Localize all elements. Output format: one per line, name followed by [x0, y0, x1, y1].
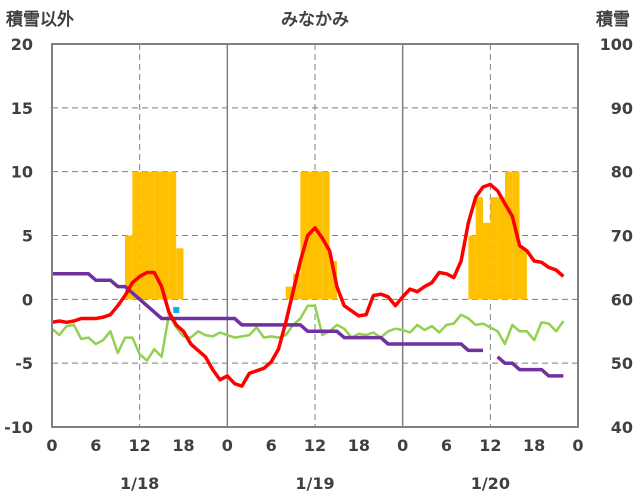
left-axis-ticks: 20 15 10 5 0 -5 -10 [4, 35, 33, 437]
x-tick-label: 12 [304, 436, 326, 455]
right-tick-label: 70 [611, 227, 633, 246]
precip-bar [285, 286, 294, 300]
series-marker [173, 306, 180, 313]
x-tick-label: 6 [266, 436, 277, 455]
left-tick-label: -10 [4, 418, 33, 437]
precip-bar [468, 235, 476, 300]
precip-bar [125, 235, 133, 300]
series-line-green [51, 304, 565, 362]
series-lines [51, 182, 565, 388]
day-labels: 1/18 1/19 1/20 [120, 474, 510, 493]
precip-bar [293, 273, 301, 300]
right-axis-ticks: 100 90 80 70 60 50 40 [600, 35, 633, 437]
x-tick-label: 12 [479, 436, 501, 455]
precip-bar [475, 197, 484, 300]
left-tick-label: 15 [11, 99, 33, 118]
precip-bar [329, 261, 337, 300]
precip-bar [300, 171, 308, 300]
right-tick-label: 90 [611, 99, 633, 118]
x-tick-label: 0 [572, 436, 583, 455]
chart-title: みなかみ [281, 10, 349, 30]
precip-bar [161, 171, 169, 300]
x-tick-label: 6 [90, 436, 101, 455]
day-label: 1/20 [471, 474, 510, 493]
right-tick-label: 50 [611, 354, 633, 373]
right-axis-label: 積雪 [596, 9, 630, 30]
precip-bar [322, 171, 330, 300]
x-tick-label: 12 [129, 436, 151, 455]
right-tick-label: 80 [611, 163, 633, 182]
left-tick-label: 10 [11, 163, 33, 182]
x-tick-label: 18 [523, 436, 545, 455]
right-tick-label: 60 [611, 290, 633, 309]
day-label: 1/18 [120, 474, 159, 493]
right-tick-label: 40 [611, 418, 633, 437]
precip-bar [154, 171, 162, 300]
precip-bar [497, 197, 505, 300]
x-tick-label: 18 [172, 436, 194, 455]
precip-bar [519, 248, 527, 300]
precip-bar [176, 248, 184, 300]
left-tick-label: -5 [15, 354, 33, 373]
plot-area-frame [51, 43, 579, 428]
series-line-snow-depth [52, 272, 483, 353]
day-label: 1/19 [295, 474, 334, 493]
left-axis-label: 積雪以外 [6, 9, 74, 30]
precip-bar [168, 171, 177, 300]
right-tick-label: 100 [600, 35, 633, 54]
precip-bar [132, 171, 140, 300]
precip-bar [146, 171, 155, 300]
left-tick-label: 0 [22, 290, 33, 309]
x-tick-label: 0 [397, 436, 408, 455]
precip-bar [139, 171, 147, 300]
left-tick-label: 5 [22, 227, 33, 246]
precip-bar [504, 171, 513, 300]
x-axis-ticks: 0 6 12 18 0 6 12 18 0 6 12 18 0 [46, 436, 583, 455]
series-line-temperature [51, 182, 565, 388]
precip-bar [490, 197, 498, 300]
left-tick-label: 20 [11, 35, 33, 54]
x-tick-label: 0 [46, 436, 57, 455]
series-line-snow-depth [496, 355, 564, 378]
precip-bar [483, 222, 491, 300]
precip-bar [307, 171, 315, 300]
x-tick-label: 0 [222, 436, 233, 455]
x-tick-label: 18 [348, 436, 370, 455]
x-tick-label: 6 [441, 436, 452, 455]
